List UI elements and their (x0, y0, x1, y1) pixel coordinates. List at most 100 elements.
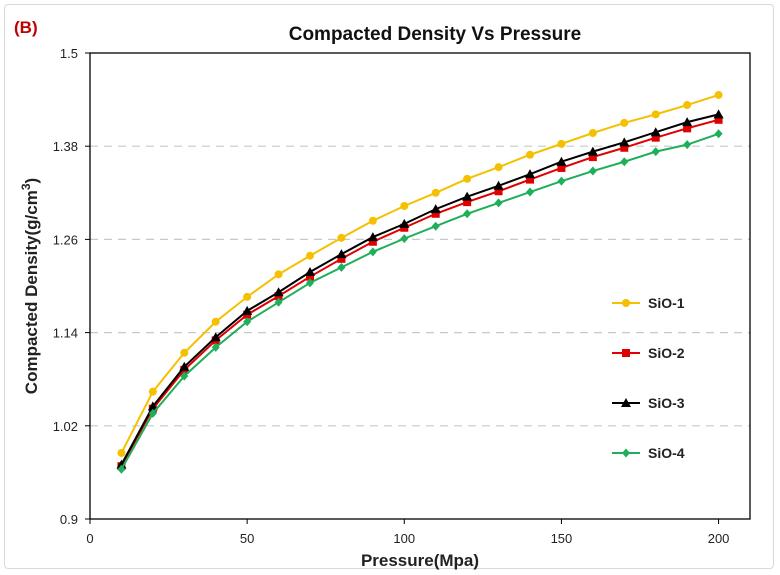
legend-item-sio-2: SiO-2 (612, 345, 685, 361)
data-point-sio-4 (274, 297, 283, 307)
data-point-sio-4 (306, 278, 314, 288)
x-tick-label: 50 (240, 531, 254, 546)
legend-marker (622, 349, 630, 357)
y-tick-label: 0.9 (60, 512, 78, 527)
x-tick-label: 0 (86, 531, 93, 546)
data-point-sio-1 (337, 233, 346, 242)
x-tick-label: 100 (393, 531, 415, 546)
y-axis-label: Compacted Density(g/cm3) (19, 178, 41, 394)
legend-marker (622, 299, 630, 307)
data-point-sio-4 (683, 140, 692, 150)
series-sio-3 (116, 109, 724, 469)
data-point-sio-4 (180, 371, 189, 381)
data-point-sio-3 (147, 401, 158, 411)
data-point-sio-1 (117, 448, 126, 457)
data-point-sio-4 (337, 262, 346, 272)
data-point-sio-2 (526, 175, 534, 184)
legend-label: SiO-4 (648, 445, 685, 461)
series-line-sio-1 (120, 93, 719, 454)
x-tick-label: 150 (551, 531, 573, 546)
data-point-sio-3 (556, 156, 567, 166)
data-point-sio-3 (367, 232, 378, 242)
data-point-sio-1 (683, 101, 692, 110)
data-point-sio-2 (306, 272, 314, 281)
data-point-sio-4 (243, 317, 252, 327)
data-point-sio-1 (211, 317, 220, 326)
legend-item-sio-4: SiO-4 (612, 445, 685, 461)
data-point-sio-1 (714, 90, 723, 99)
y-tick-label: 1.26 (53, 232, 78, 247)
legend-marker (622, 448, 630, 458)
data-point-sio-4 (148, 408, 157, 418)
data-point-sio-4 (368, 247, 377, 257)
data-point-sio-3 (430, 204, 441, 214)
data-point-sio-2 (620, 143, 629, 152)
data-point-sio-1 (557, 139, 566, 148)
data-point-sio-3 (273, 287, 284, 297)
data-point-sio-4 (117, 464, 126, 474)
y-tick-label: 1.14 (53, 326, 78, 341)
data-point-sio-4 (211, 342, 220, 352)
chart-title: Compacted Density Vs Pressure (289, 24, 582, 45)
data-point-sio-2 (463, 198, 472, 207)
y-tick-label: 1.5 (60, 46, 78, 61)
data-point-sio-1 (463, 174, 472, 183)
data-point-sio-2 (431, 209, 440, 218)
plot-area-border (89, 52, 751, 520)
data-point-sio-3 (682, 117, 693, 127)
data-point-sio-2 (714, 115, 723, 124)
series-line-sio-3 (120, 113, 719, 466)
data-point-sio-4 (463, 209, 472, 219)
data-point-sio-4 (494, 198, 503, 208)
data-point-sio-3 (305, 267, 315, 277)
legend-label: SiO-1 (648, 295, 685, 311)
data-point-sio-1 (243, 292, 252, 301)
legend-label: SiO-3 (648, 395, 685, 411)
series-sio-4 (117, 129, 723, 474)
y-tick-label: 1.02 (53, 419, 78, 434)
data-point-sio-4 (588, 166, 597, 176)
legend-marker (621, 398, 631, 407)
panel-label: (B) (14, 18, 38, 37)
chart-frame (4, 4, 774, 569)
data-point-sio-1 (368, 216, 377, 225)
legend-label: SiO-2 (648, 345, 685, 361)
data-point-sio-3 (713, 109, 724, 119)
data-point-sio-4 (400, 234, 409, 244)
data-point-sio-1 (526, 150, 534, 159)
data-point-sio-4 (526, 187, 534, 197)
data-point-sio-3 (210, 332, 221, 342)
x-tick-label: 200 (708, 531, 730, 546)
data-point-sio-3 (619, 137, 630, 147)
data-point-sio-4 (620, 157, 629, 167)
data-point-sio-1 (274, 270, 283, 279)
data-point-sio-2 (337, 254, 346, 263)
data-point-sio-3 (462, 191, 473, 201)
data-point-sio-3 (179, 361, 190, 371)
data-point-sio-2 (683, 124, 692, 133)
data-point-sio-1 (651, 110, 660, 119)
legend-item-sio-1: SiO-1 (612, 295, 685, 311)
data-point-sio-3 (399, 218, 410, 228)
data-point-sio-3 (493, 180, 504, 190)
data-point-sio-2 (588, 153, 597, 162)
data-point-sio-1 (400, 202, 409, 211)
series-sio-1 (117, 90, 723, 457)
data-point-sio-1 (180, 348, 189, 357)
data-point-sio-3 (587, 146, 598, 156)
data-point-sio-2 (494, 187, 503, 196)
data-point-sio-3 (525, 169, 535, 179)
data-point-sio-2 (368, 237, 377, 246)
series-line-sio-4 (120, 132, 719, 470)
data-point-sio-3 (650, 127, 661, 137)
data-point-sio-4 (431, 221, 440, 231)
data-point-sio-1 (431, 188, 440, 197)
data-point-sio-1 (306, 251, 314, 260)
y-tick-label: 1.38 (53, 139, 78, 154)
data-point-sio-4 (557, 176, 566, 186)
data-point-sio-1 (494, 163, 503, 172)
data-point-sio-1 (148, 387, 157, 396)
data-point-sio-1 (588, 128, 597, 137)
data-point-sio-2 (557, 163, 566, 172)
